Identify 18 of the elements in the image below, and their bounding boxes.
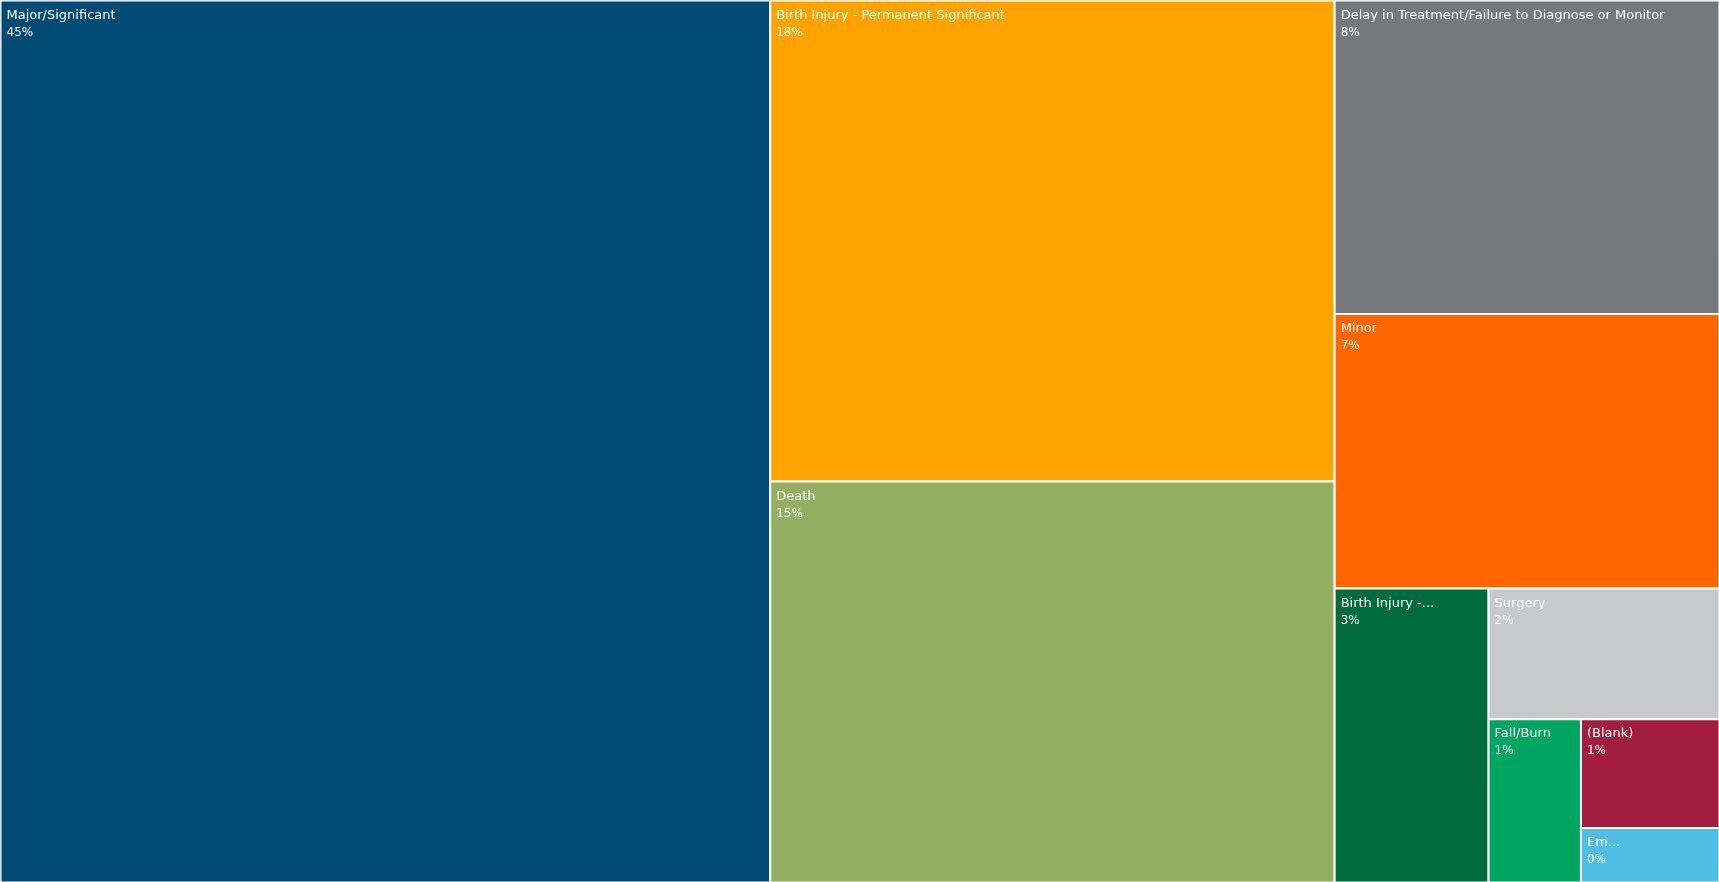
data-label: 8% [1340, 24, 1360, 39]
data-label: 15% [776, 505, 803, 520]
data-label: 18% [776, 24, 803, 39]
category-label: Death [776, 487, 816, 503]
data-label: 3% [1340, 612, 1360, 627]
category-label: Birth Injury - Permanent Significant [776, 6, 1005, 22]
category-label: Delay in Treatment/Failure to Diagnose or Monitor [1340, 6, 1666, 22]
category-label: Fall/Burn [1494, 725, 1551, 741]
data-label: 7% [1340, 338, 1360, 353]
category-label: Em... [1586, 834, 1621, 850]
data-label: 1% [1494, 743, 1514, 758]
data-label: 45% [6, 24, 34, 39]
category-label: (Blank) [1586, 725, 1634, 741]
category-label: Major/Significant [6, 6, 116, 22]
data-label: 0% [1586, 852, 1606, 867]
data-label: 1% [1586, 743, 1606, 758]
category-label: Minor [1340, 320, 1378, 336]
category-label: Birth Injury -... [1340, 594, 1435, 610]
